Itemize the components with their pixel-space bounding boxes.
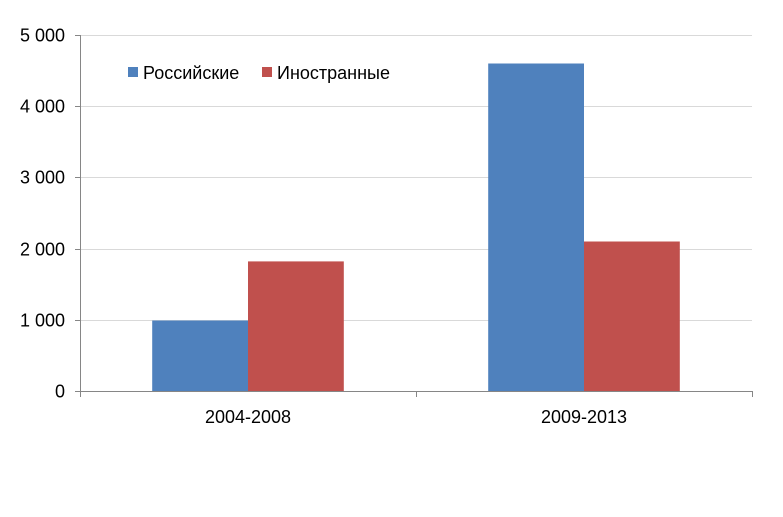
x-tick-label: 2009-2013 [541, 407, 627, 427]
bar-series-1-2004-2008 [152, 320, 248, 391]
y-tick-label: 1 000 [20, 311, 65, 331]
x-tick-labels: 2004-2008 2009-2013 [205, 407, 627, 427]
legend-label: Иностранные [277, 63, 390, 83]
bars [152, 63, 680, 391]
x-tick-label: 2004-2008 [205, 407, 291, 427]
bar-series-2-2004-2008 [248, 261, 344, 391]
axes [75, 35, 753, 397]
y-tick-label: 2 000 [20, 240, 65, 260]
y-tick-label: 0 [55, 382, 65, 402]
bar-series-2-2009-2013 [584, 241, 680, 391]
y-tick-labels: 0 1 000 2 000 3 000 4 000 5 000 [20, 26, 65, 402]
legend-swatch [128, 67, 138, 77]
legend: Российские Иностранные [128, 63, 390, 83]
legend-swatch [262, 67, 272, 77]
legend-label: Российские [143, 63, 239, 83]
y-tick-label: 3 000 [20, 168, 65, 188]
y-tick-label: 5 000 [20, 26, 65, 46]
y-tick-label: 4 000 [20, 97, 65, 117]
bar-series-1-2009-2013 [488, 63, 584, 391]
